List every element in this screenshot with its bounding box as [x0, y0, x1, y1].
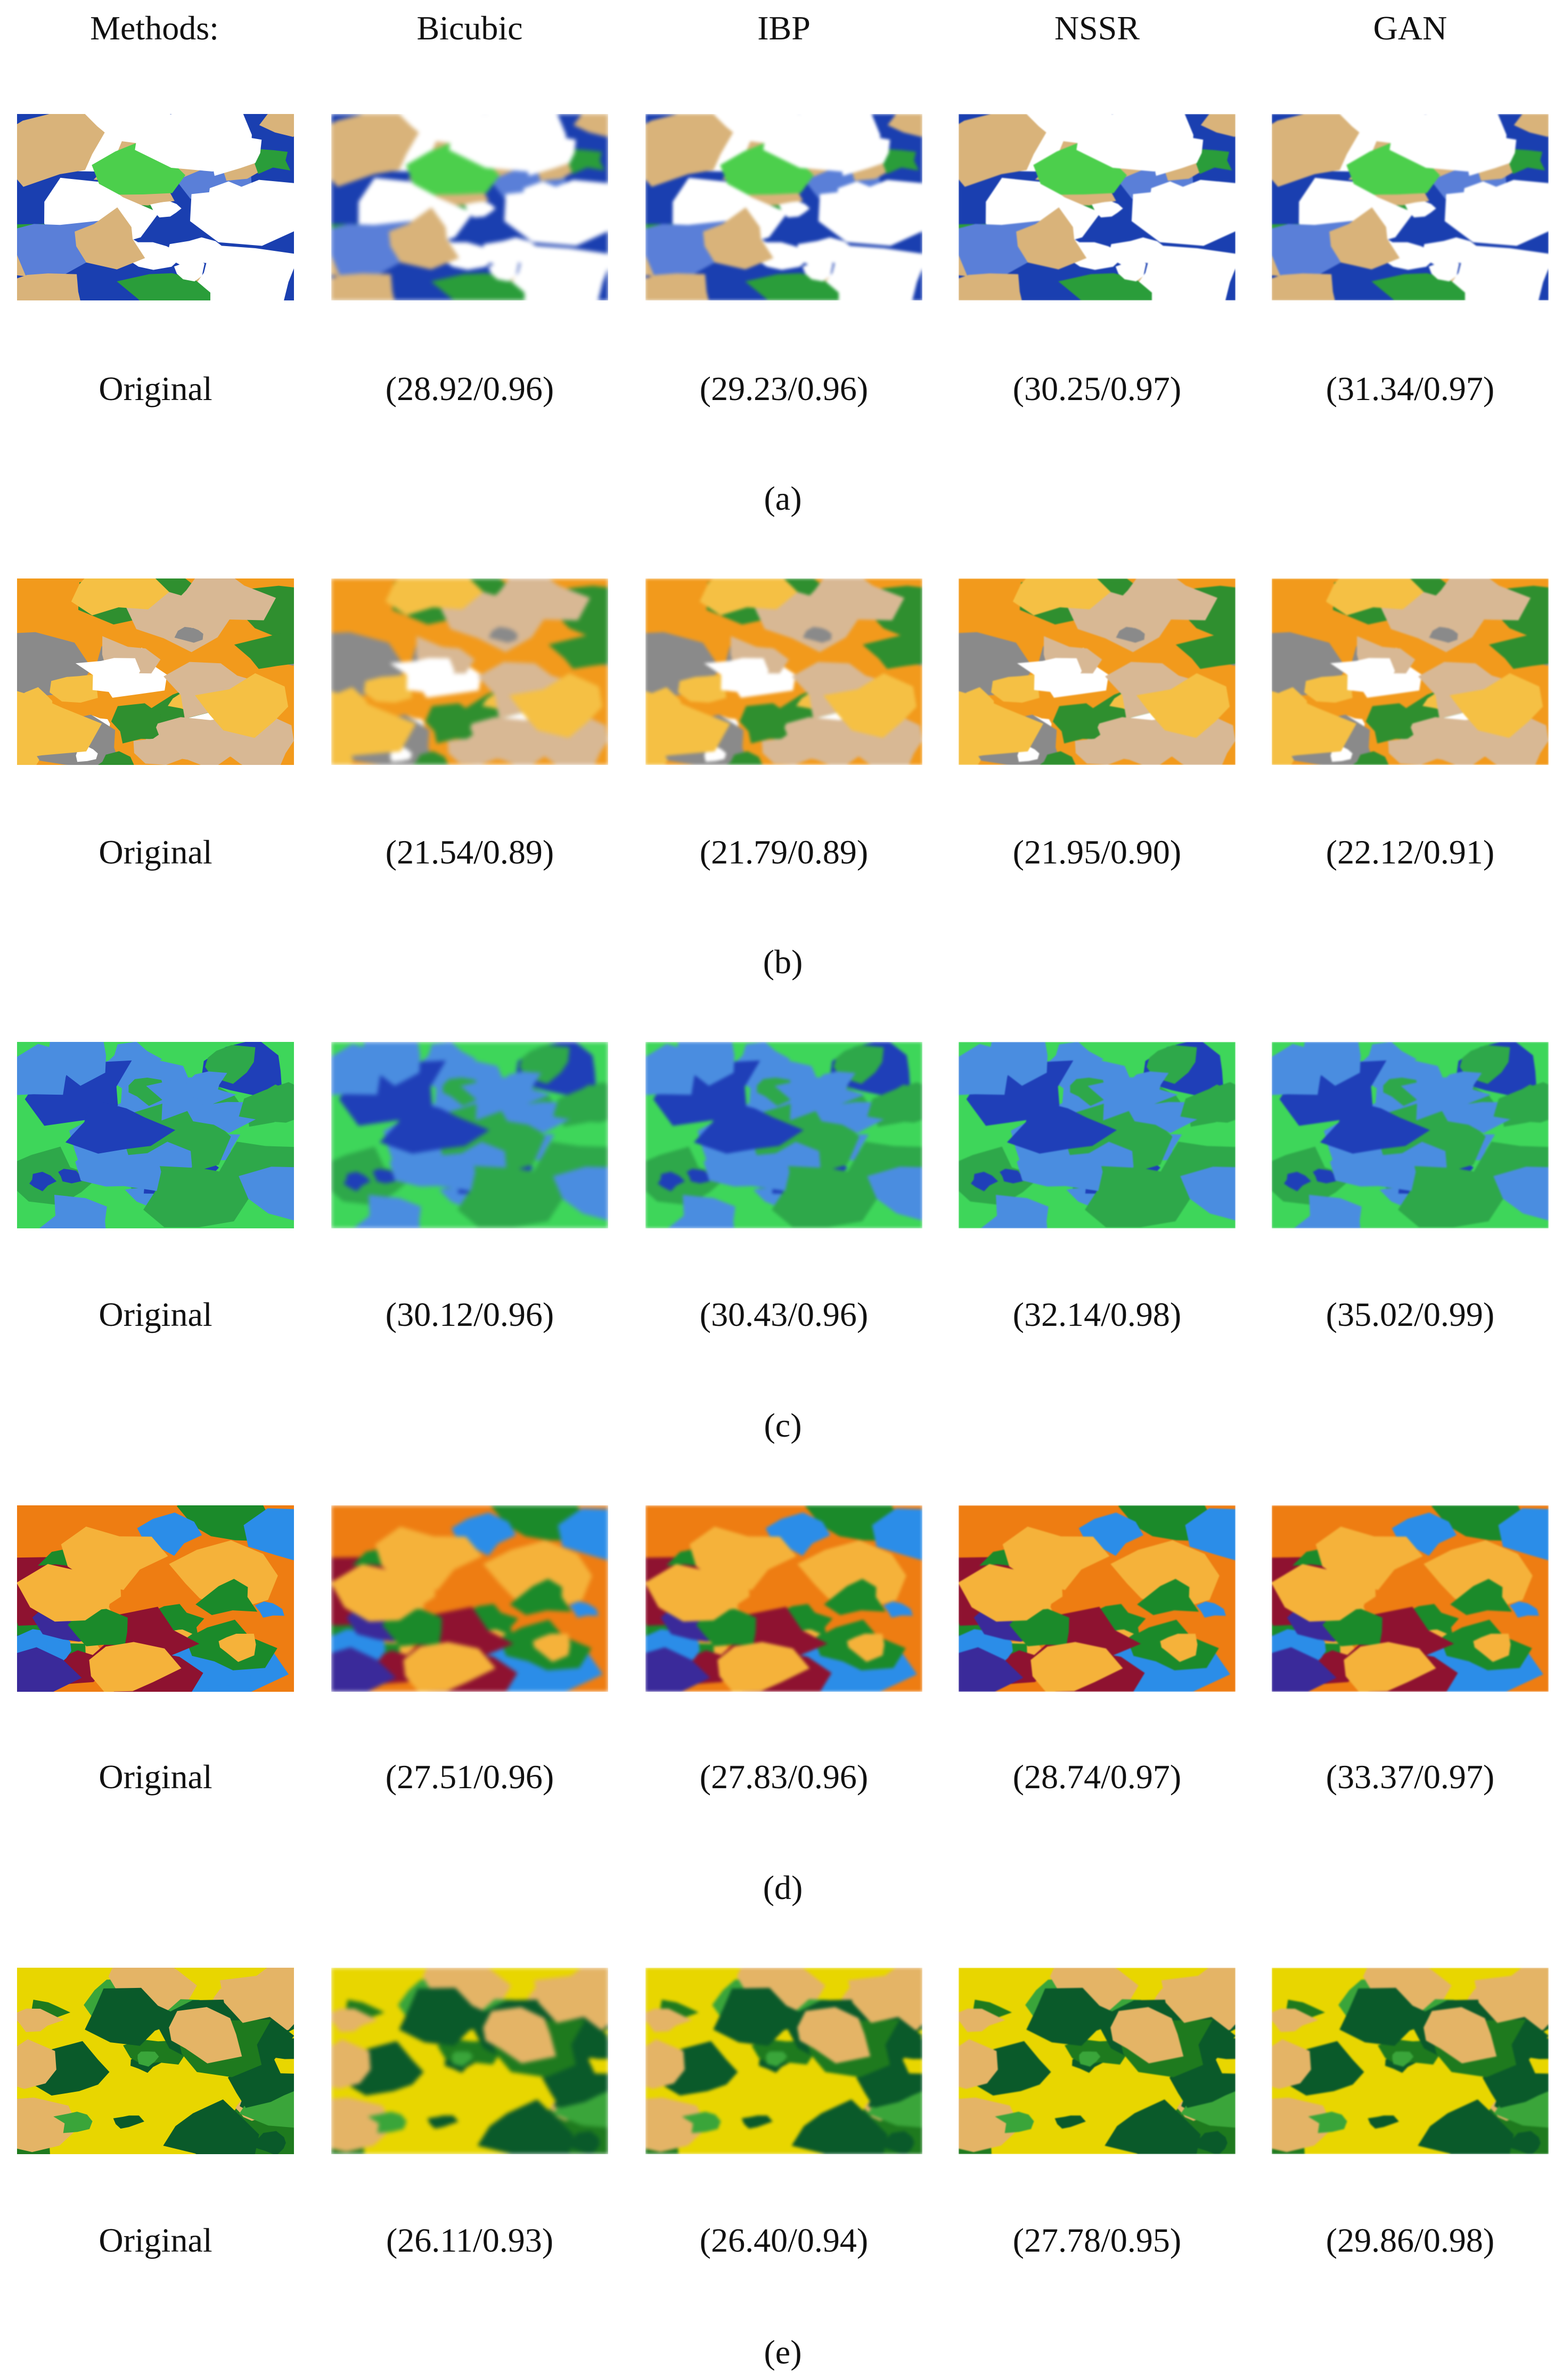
row-b-ibp-score: (21.79/0.89)	[699, 833, 869, 871]
column-header-bicubic: Bicubic	[416, 9, 523, 47]
panel-b-ibp	[645, 578, 922, 765]
column-header-nssr: NSSR	[1054, 9, 1140, 47]
panel-c-bicubic	[331, 1042, 608, 1228]
panel-d-bicubic	[331, 1505, 608, 1692]
column-header-ibp: IBP	[757, 9, 811, 47]
panel-e-original	[17, 1968, 294, 2154]
row-d-label: (d)	[763, 1869, 803, 1906]
panel-c-nssr	[959, 1042, 1235, 1228]
row-e-bicubic-score: (26.11/0.93)	[386, 2221, 554, 2259]
row-b-nssr-score: (21.95/0.90)	[1012, 833, 1182, 871]
row-a-original-caption: Original	[99, 370, 212, 407]
panel-b-original	[17, 578, 294, 765]
panel-b-bicubic	[331, 578, 608, 765]
panel-a-bicubic	[331, 114, 608, 300]
panel-d-nssr	[959, 1505, 1235, 1692]
panel-a-ibp	[645, 114, 922, 300]
panel-a-original	[17, 114, 294, 300]
row-b-bicubic-score: (21.54/0.89)	[385, 833, 554, 871]
panel-b-nssr	[959, 578, 1235, 765]
panel-c-gan	[1272, 1042, 1549, 1228]
panel-d-ibp	[645, 1505, 922, 1692]
row-c-ibp-score: (30.43/0.96)	[699, 1295, 869, 1333]
row-a-bicubic-score: (28.92/0.96)	[385, 370, 554, 407]
row-d-gan-score: (33.37/0.97)	[1325, 1758, 1495, 1796]
row-e-gan-score: (29.86/0.98)	[1325, 2221, 1495, 2259]
panel-c-ibp	[645, 1042, 922, 1228]
row-c-nssr-score: (32.14/0.98)	[1012, 1295, 1182, 1333]
row-e-nssr-score: (27.78/0.95)	[1012, 2221, 1182, 2259]
row-e-label: (e)	[764, 2333, 802, 2371]
methods-label: Methods:	[90, 9, 219, 47]
row-b-label: (b)	[763, 943, 803, 981]
row-a-gan-score: (31.34/0.97)	[1325, 370, 1495, 407]
row-d-nssr-score: (28.74/0.97)	[1012, 1758, 1182, 1796]
row-e-original-caption: Original	[99, 2221, 212, 2259]
panel-e-gan	[1272, 1968, 1549, 2154]
row-d-ibp-score: (27.83/0.96)	[699, 1758, 869, 1796]
row-d-original-caption: Original	[99, 1758, 212, 1796]
panel-e-ibp	[645, 1968, 922, 2154]
row-c-bicubic-score: (30.12/0.96)	[385, 1295, 554, 1333]
row-c-original-caption: Original	[99, 1295, 212, 1333]
panel-c-original	[17, 1042, 294, 1228]
panel-d-original	[17, 1505, 294, 1692]
panel-a-nssr	[959, 114, 1235, 300]
row-d-bicubic-score: (27.51/0.96)	[385, 1758, 554, 1796]
row-b-original-caption: Original	[99, 833, 212, 871]
row-c-gan-score: (35.02/0.99)	[1325, 1295, 1495, 1333]
row-e-ibp-score: (26.40/0.94)	[699, 2221, 869, 2259]
row-a-ibp-score: (29.23/0.96)	[699, 370, 869, 407]
panel-b-gan	[1272, 578, 1549, 765]
panel-e-bicubic	[331, 1968, 608, 2154]
row-c-label: (c)	[764, 1406, 802, 1444]
row-a-label: (a)	[764, 479, 802, 517]
row-b-gan-score: (22.12/0.91)	[1325, 833, 1495, 871]
panel-e-nssr	[959, 1968, 1235, 2154]
panel-d-gan	[1272, 1505, 1549, 1692]
row-a-nssr-score: (30.25/0.97)	[1012, 370, 1182, 407]
column-header-gan: GAN	[1373, 9, 1447, 47]
panel-a-gan	[1272, 114, 1549, 300]
